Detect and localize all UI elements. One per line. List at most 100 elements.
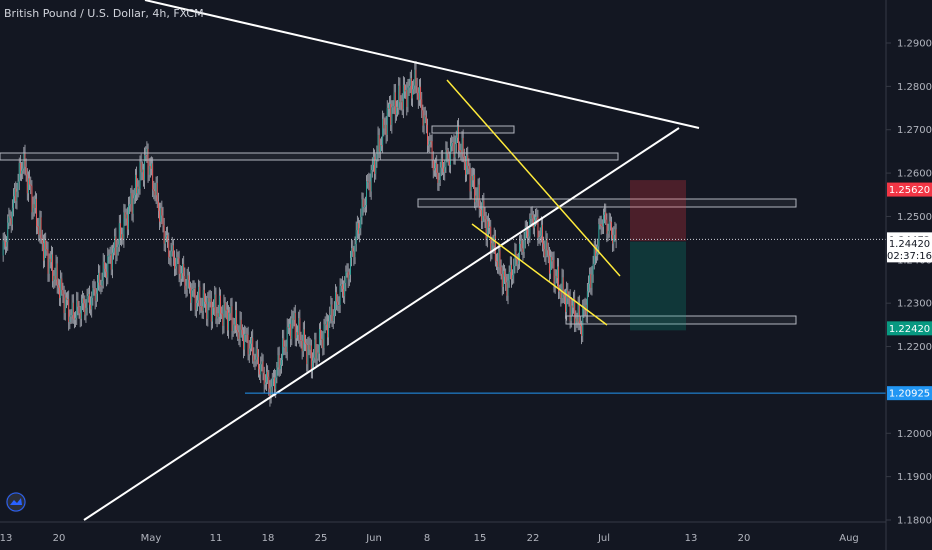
- candle-up: [286, 326, 288, 352]
- tradingview-logo-icon[interactable]: [6, 492, 26, 512]
- candle-up: [429, 140, 431, 145]
- candle-down: [462, 137, 464, 157]
- candle-down: [200, 305, 202, 307]
- candle-up: [309, 345, 311, 350]
- candle-down: [42, 242, 44, 261]
- candle-up: [307, 344, 309, 365]
- candle-up: [554, 275, 556, 286]
- candle-down: [78, 306, 80, 314]
- candle-up: [413, 85, 415, 90]
- target-price-tag: 1.22420: [889, 324, 930, 335]
- candle-up: [281, 359, 282, 365]
- candle-up: [433, 168, 435, 171]
- candle-down: [143, 169, 144, 181]
- candle-up: [164, 236, 166, 244]
- candle-up: [272, 377, 274, 379]
- candle-down: [574, 298, 576, 324]
- time-tick-label: 13: [685, 533, 698, 544]
- candle-down: [252, 337, 254, 356]
- candle-down: [77, 300, 79, 307]
- candle-down: [580, 323, 581, 327]
- candle-up: [323, 324, 325, 349]
- candle-down: [416, 85, 418, 93]
- candle-down: [149, 166, 151, 169]
- candle-up: [344, 283, 346, 297]
- candle-down: [215, 294, 217, 319]
- candle-up: [552, 259, 554, 262]
- candle-up: [275, 377, 277, 390]
- candle-up: [589, 274, 591, 284]
- candle-down: [56, 263, 58, 286]
- candle-up: [466, 155, 468, 175]
- candle-down: [26, 174, 28, 194]
- candle-down: [236, 310, 238, 331]
- candle-down: [609, 221, 611, 223]
- candle-up: [414, 69, 416, 86]
- candle-down: [353, 251, 355, 258]
- candle-down: [576, 318, 578, 322]
- candle-up: [101, 280, 103, 286]
- candle-down: [199, 286, 201, 306]
- candle-up: [509, 264, 511, 273]
- candle-down: [90, 304, 91, 310]
- candle-down: [122, 234, 124, 240]
- candle-down: [578, 304, 580, 324]
- candle-up: [408, 85, 410, 88]
- candle-down: [511, 264, 512, 280]
- candle-down: [167, 235, 169, 240]
- candle-down: [185, 285, 187, 290]
- candle-down: [430, 140, 432, 142]
- candle-down: [341, 284, 343, 290]
- candle-down: [448, 158, 450, 166]
- candle-up: [235, 310, 236, 326]
- candle-down: [243, 334, 244, 350]
- candle-up: [116, 247, 118, 256]
- candle-down: [65, 297, 67, 300]
- candle-down: [36, 198, 37, 227]
- candle-up: [529, 219, 531, 237]
- candle-up: [593, 246, 595, 264]
- candle-down: [246, 333, 248, 335]
- candle-down: [231, 306, 233, 332]
- candle-up: [396, 106, 397, 115]
- candle-down: [156, 182, 158, 202]
- candle-down: [177, 256, 179, 259]
- stop-zone: [630, 180, 686, 242]
- candle-up: [102, 261, 104, 281]
- candle-up: [146, 148, 148, 156]
- candle-up: [8, 216, 10, 223]
- candle-up: [498, 250, 500, 267]
- candle-up: [225, 309, 227, 311]
- candle-up: [325, 321, 327, 325]
- candle-down: [447, 153, 449, 159]
- price-tick-label: 1.27000: [897, 125, 932, 136]
- candle-up: [260, 364, 262, 375]
- price-tick-label: 1.20000: [897, 429, 932, 440]
- candle-down: [274, 377, 275, 390]
- candle-up: [376, 153, 378, 160]
- candle-down: [194, 287, 196, 310]
- candle-up: [16, 191, 18, 202]
- candle-down: [124, 212, 126, 219]
- candle-down: [555, 275, 557, 279]
- candle-down: [431, 141, 433, 160]
- candle-up: [419, 86, 420, 101]
- candle-down: [571, 305, 573, 308]
- candle-down: [397, 106, 399, 108]
- candle-up: [128, 205, 129, 230]
- candle-up: [582, 307, 584, 336]
- candle-up: [384, 124, 386, 129]
- candle-down: [105, 268, 106, 272]
- time-axis[interactable]: 13 20 May 11 18 25 Jun 8 15 22 Jul 13 20 Aug: [0, 533, 859, 544]
- candle-down: [152, 163, 154, 190]
- drawings-layer: [0, 0, 886, 521]
- candle-up: [134, 174, 136, 196]
- candle-up: [392, 106, 394, 108]
- candle-up: [371, 164, 373, 171]
- candle-down: [208, 297, 210, 302]
- candle-up: [207, 297, 209, 319]
- candle-down: [262, 361, 264, 373]
- candle-down: [174, 257, 175, 269]
- candle-down: [516, 259, 518, 265]
